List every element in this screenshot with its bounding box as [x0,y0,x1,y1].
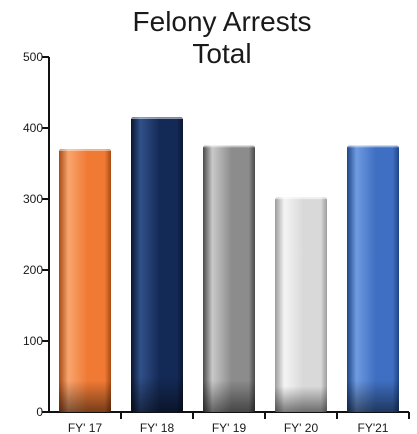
chart-title: Felony Arrests Total [133,6,312,69]
chart-title-line-2: Total [192,38,251,69]
bar-group [203,145,255,412]
x-category-label: FY' 19 [212,421,247,434]
y-tick-label: 500 [23,50,43,64]
bar-group [59,149,111,413]
bar-bottom-shade [131,117,183,412]
chart-category-labels: FY' 17 FY' 18 FY' 19 FY' 20 FY'21 [68,421,389,434]
bar-group [275,197,327,412]
x-category-label: FY'21 [358,421,389,434]
bar-bottom-shade [275,197,327,412]
bar-group [347,145,399,412]
bar-group [131,117,183,412]
bar-bottom-shade [347,145,399,412]
y-tick-label: 0 [36,405,43,419]
x-category-label: FY' 18 [140,421,175,434]
x-category-label: FY' 20 [284,421,319,434]
y-tick-label: 400 [23,121,43,135]
bar-bottom-shade [59,149,111,413]
y-tick-label: 300 [23,192,43,206]
x-category-label: FY' 17 [68,421,103,434]
y-tick-label: 100 [23,334,43,348]
bar-bottom-shade [203,145,255,412]
chart-bars [59,117,399,413]
y-tick-label: 200 [23,263,43,277]
chart-title-line-1: Felony Arrests [133,6,312,37]
